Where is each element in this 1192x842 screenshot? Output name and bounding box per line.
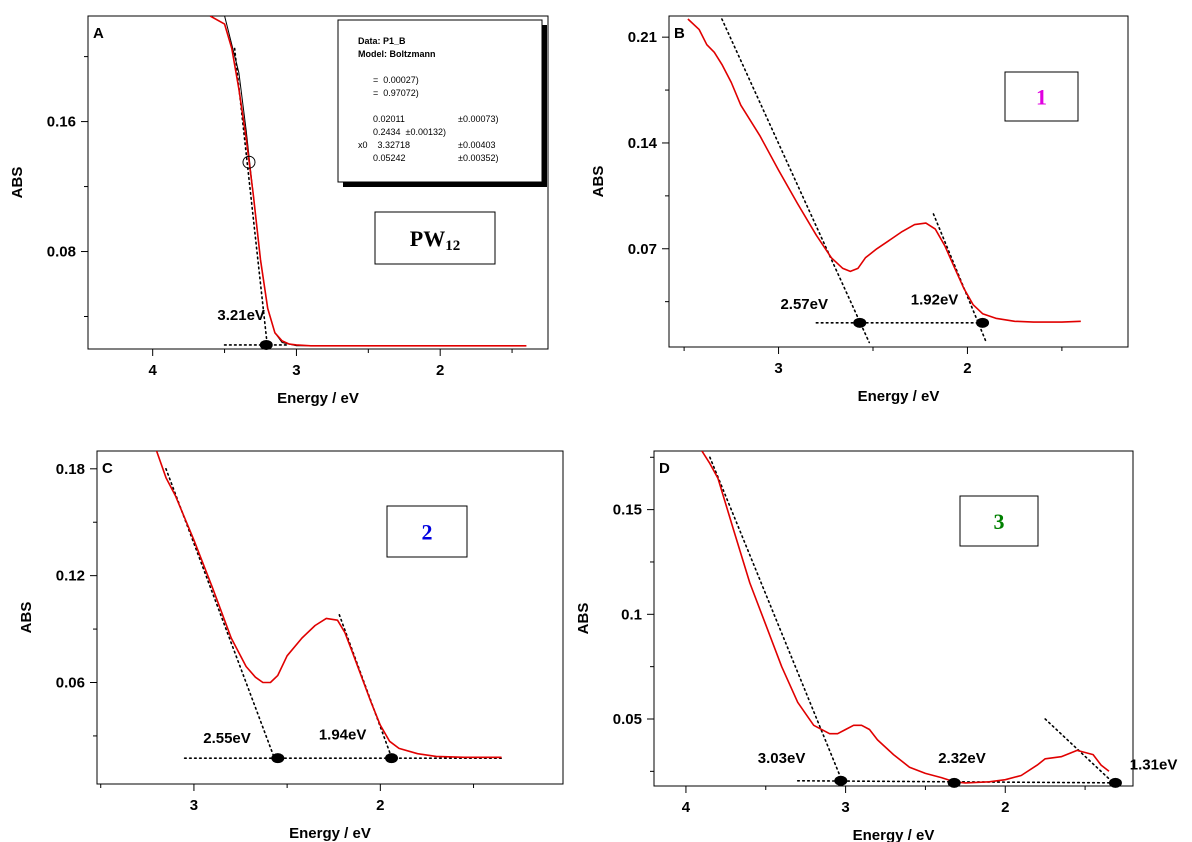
x-tick-label: 4 bbox=[682, 799, 691, 816]
absorbance-curve bbox=[155, 451, 502, 759]
y-tick-label: 0.21 bbox=[628, 29, 657, 46]
x-axis-label: Energy / eV bbox=[277, 390, 359, 407]
compound-label: 2 bbox=[422, 520, 433, 545]
x-tick-label: 2 bbox=[436, 362, 444, 379]
fit-parameter-text: Model: Boltzmann bbox=[358, 49, 436, 59]
compound-label-box bbox=[374, 211, 496, 265]
y-axis-label: ABS bbox=[18, 602, 35, 634]
tangent-line bbox=[709, 456, 844, 783]
plot-frame bbox=[653, 450, 1134, 787]
fit-parameter-text: 0.05242 bbox=[358, 153, 406, 163]
plot-frame bbox=[87, 15, 549, 350]
fit-parameter-error: ±0.00073) bbox=[458, 114, 498, 124]
band-gap-label: 3.21eV bbox=[217, 307, 265, 324]
plot-frame bbox=[96, 450, 564, 785]
band-gap-label: 1.92eV bbox=[911, 292, 959, 309]
fit-parameter-text: = 0.00027) bbox=[358, 75, 419, 85]
y-tick-label: 0.08 bbox=[47, 244, 76, 261]
band-gap-marker bbox=[1108, 777, 1122, 788]
band-gap-marker bbox=[259, 339, 273, 350]
x-tick-label: 3 bbox=[292, 362, 300, 379]
y-axis-label: ABS bbox=[575, 603, 592, 635]
x-tick-label: 3 bbox=[841, 799, 849, 816]
x-tick-label: 2 bbox=[963, 360, 971, 377]
panel-letter: B bbox=[674, 25, 685, 42]
y-axis-label: ABS bbox=[9, 167, 26, 199]
x-axis-label: Energy / eV bbox=[289, 825, 371, 842]
band-gap-label: 3.03eV bbox=[758, 750, 806, 767]
band-gap-label: 1.31eV bbox=[1130, 756, 1178, 773]
y-tick-label: 0.12 bbox=[56, 568, 85, 585]
tangent-line bbox=[721, 18, 871, 344]
band-gap-marker bbox=[976, 317, 990, 328]
y-tick-label: 0.1 bbox=[621, 606, 642, 623]
plot-frame bbox=[668, 15, 1129, 348]
y-tick-label: 0.16 bbox=[47, 114, 76, 131]
y-tick-label: 0.07 bbox=[628, 241, 657, 258]
band-gap-label: 2.57eV bbox=[780, 296, 828, 313]
panel-letter: D bbox=[659, 460, 670, 477]
x-tick-label: 3 bbox=[190, 797, 198, 814]
compound-label: 1 bbox=[1036, 85, 1047, 110]
compound-label: 3 bbox=[994, 509, 1005, 534]
band-gap-marker bbox=[385, 753, 399, 764]
x-tick-label: 3 bbox=[774, 360, 782, 377]
chart-panel-b: B 3 2 0.07 0.14 0.21 Energy / eV ABS 2.57eV 1.92e… bbox=[590, 15, 1129, 405]
fit-curve bbox=[224, 16, 311, 347]
band-gap-label: 1.94eV bbox=[319, 726, 367, 743]
fit-parameter-error: ±0.00352) bbox=[458, 153, 498, 163]
y-tick-label: 0.18 bbox=[56, 461, 85, 478]
x-tick-label: 4 bbox=[149, 362, 158, 379]
y-tick-label: 0.06 bbox=[56, 674, 85, 691]
band-gap-label: 2.32eV bbox=[938, 750, 986, 767]
compound-label: PW12 bbox=[410, 226, 460, 254]
x-tick-label: 2 bbox=[1001, 799, 1009, 816]
fit-parameter-error: ±0.00403 bbox=[458, 140, 495, 150]
fit-parameter-text: 0.02011 bbox=[358, 114, 405, 124]
absorbance-curve bbox=[701, 451, 1110, 784]
panel-letter: C bbox=[102, 460, 113, 477]
compound-label-box bbox=[959, 495, 1039, 547]
y-tick-label: 0.05 bbox=[613, 711, 642, 728]
fit-parameter-text: = 0.97072) bbox=[358, 88, 419, 98]
y-tick-label: 0.14 bbox=[628, 135, 658, 152]
panel-letter: A bbox=[93, 25, 104, 42]
compound-label-box bbox=[1004, 71, 1079, 122]
chart-panel-c: C 3 2 0.06 0.12 0.18 Energy / eV ABS 2.55eV 1.94e… bbox=[18, 450, 564, 842]
absorbance-curve bbox=[209, 16, 527, 347]
absorbance-curve bbox=[687, 18, 1081, 323]
x-tick-label: 2 bbox=[376, 797, 384, 814]
y-tick-label: 0.15 bbox=[613, 502, 642, 519]
band-gap-marker bbox=[834, 775, 848, 786]
fit-parameter-text: 0.2434 ±0.00132) bbox=[358, 127, 446, 137]
inflection-marker bbox=[242, 155, 256, 169]
band-gap-marker bbox=[271, 753, 285, 764]
fit-parameters-box bbox=[337, 19, 543, 183]
fit-parameter-text: Data: P1_B bbox=[358, 36, 406, 46]
x-axis-label: Energy / eV bbox=[853, 827, 935, 842]
band-gap-marker bbox=[947, 777, 961, 788]
band-gap-marker bbox=[853, 317, 867, 328]
chart-panel-d: D 4 3 2 0.05 0.1 0.15 Energy / eV ABS 3.03eV 2.32e… bbox=[575, 450, 1178, 842]
x-axis-label: Energy / eV bbox=[858, 388, 940, 405]
y-axis-label: ABS bbox=[590, 166, 607, 198]
fit-parameter-text: x0 3.32718 bbox=[358, 140, 410, 150]
compound-label-box bbox=[386, 505, 468, 558]
band-gap-label: 2.55eV bbox=[203, 730, 251, 747]
chart-panel-a: A 4 3 2 0.08 0.16 Energy / eV ABS 3.21eV PW12 Data… bbox=[9, 15, 549, 407]
